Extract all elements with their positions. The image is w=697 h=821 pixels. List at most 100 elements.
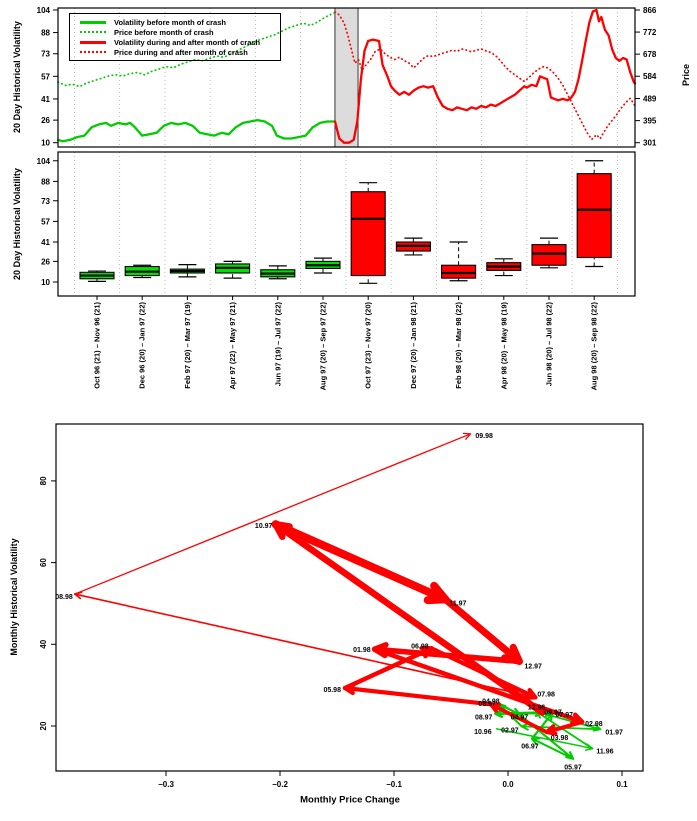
bottom-x-tick-label: 0.0 bbox=[502, 780, 514, 789]
month-point-label: 06.97 bbox=[521, 744, 539, 751]
top-right-tick-label: 866 bbox=[643, 6, 657, 15]
arrow-segment bbox=[494, 711, 544, 715]
top-right-tick-label: 489 bbox=[643, 95, 657, 104]
month-point-label: 03.98 bbox=[551, 735, 569, 742]
month-point-label: 12.96 bbox=[528, 705, 546, 712]
month-point-label: 03.97 bbox=[478, 701, 496, 708]
arrow-segment bbox=[544, 719, 585, 735]
middle-tick-label: 41 bbox=[41, 238, 50, 247]
volatility-after-line bbox=[333, 8, 637, 144]
boxplot-x-label: Dec 96 (20) – Jan 97 (22) bbox=[138, 302, 147, 389]
arrow-segment bbox=[441, 595, 523, 665]
arrow-head bbox=[462, 432, 472, 440]
arrow-segment bbox=[74, 593, 537, 699]
bottom-x-tick-label: −0.1 bbox=[386, 780, 402, 789]
middle-tick-label: 10 bbox=[41, 278, 50, 287]
arrow-segment bbox=[342, 685, 494, 707]
top-right-tick-label: 678 bbox=[643, 50, 657, 59]
top-left-tick-label: 26 bbox=[41, 116, 50, 125]
legend: Volatility before month of crash Price b… bbox=[69, 13, 281, 61]
top-right-tick-label: 395 bbox=[643, 117, 657, 126]
month-point-label: 11.96 bbox=[596, 748, 613, 755]
bottom-x-tick-label: 0.1 bbox=[616, 780, 628, 789]
arrow-segment bbox=[429, 646, 538, 700]
bottom-x-axis-title: Monthly Price Change bbox=[300, 794, 400, 806]
boxplot-x-label: Feb 98 (20) – Mar 98 (22) bbox=[454, 302, 463, 389]
month-point-label: 02.98 bbox=[585, 721, 603, 728]
month-point-label: 05.97 bbox=[564, 765, 582, 772]
bottom-y-tick-label: 60 bbox=[39, 558, 48, 567]
price-after-swatch bbox=[80, 51, 106, 53]
month-point-label: 09.97 bbox=[544, 710, 562, 717]
legend-item: Price during and after month of crash bbox=[80, 47, 280, 57]
month-point-label: 01.97 bbox=[605, 729, 623, 736]
top-right-axis-title: Price bbox=[681, 63, 691, 87]
middle-panel-border bbox=[57, 151, 636, 297]
month-point-label: 08.98 bbox=[55, 594, 73, 601]
middle-tick-label: 26 bbox=[41, 257, 50, 266]
box bbox=[441, 264, 477, 279]
arrow-segment bbox=[342, 646, 434, 691]
middle-tick-label: 57 bbox=[41, 217, 50, 226]
month-point-label: 10.96 bbox=[474, 729, 492, 736]
arrow-segment bbox=[372, 646, 585, 725]
month-point-label: 08.97 bbox=[475, 715, 493, 722]
boxplot-x-label: Apr 97 (22) – May 97 (21) bbox=[228, 302, 237, 390]
month-point-label: 05.98 bbox=[323, 687, 341, 694]
month-point-label: 01.98 bbox=[353, 647, 371, 654]
legend-label: Price during and after month of crash bbox=[114, 47, 248, 57]
boxplot-x-label: Aug 98 (20) – Sep 98 (22) bbox=[590, 302, 599, 391]
top-left-axis-title: 20 Day Historical Volatility bbox=[12, 21, 22, 133]
legend-item: Volatility before month of crash bbox=[80, 17, 280, 27]
boxplot-x-label: Dec 97 (20) – Jan 98 (21) bbox=[409, 302, 418, 389]
arrow-segment bbox=[271, 520, 450, 604]
legend-item: Volatility during and after month of cra… bbox=[80, 37, 280, 47]
month-point-label: 02.97 bbox=[501, 727, 519, 734]
bottom-y-tick-label: 80 bbox=[39, 476, 48, 485]
price-after-line bbox=[334, 11, 636, 141]
arrow-segment bbox=[495, 728, 594, 750]
volatility-before-swatch bbox=[80, 20, 106, 24]
legend-label: Volatility before month of crash bbox=[114, 17, 226, 27]
month-point-label: 04.98 bbox=[482, 698, 500, 705]
top-left-tick-label: 73 bbox=[41, 50, 50, 59]
arrow-segment bbox=[530, 737, 575, 760]
price-before-swatch bbox=[80, 31, 106, 33]
legend-label: Volatility during and after month of cra… bbox=[114, 37, 261, 47]
top-right-tick-label: 301 bbox=[643, 139, 657, 148]
top-left-tick-label: 104 bbox=[37, 6, 51, 15]
top-left-tick-label: 41 bbox=[41, 95, 50, 104]
top-right-tick-label: 584 bbox=[643, 72, 657, 81]
bottom-y-tick-label: 20 bbox=[39, 721, 48, 730]
legend-item: Price before month of crash bbox=[80, 27, 280, 37]
crash-month-band bbox=[334, 8, 359, 147]
box bbox=[531, 244, 567, 266]
legend-label: Price before month of crash bbox=[114, 27, 214, 37]
boxplot-x-label: Oct 97 (23) – Nov 97 (20) bbox=[364, 302, 373, 389]
bottom-panel-border bbox=[55, 423, 644, 772]
bottom-y-tick-label: 40 bbox=[39, 639, 48, 648]
boxplot-x-label: Aug 97 (20) – Sep 97 (22) bbox=[319, 302, 328, 391]
arrow-segment bbox=[489, 702, 549, 735]
middle-tick-label: 104 bbox=[37, 157, 51, 166]
top-left-tick-label: 88 bbox=[41, 29, 50, 38]
arrow-segment bbox=[74, 433, 472, 595]
top-left-tick-label: 10 bbox=[41, 139, 50, 148]
bottom-x-tick-label: −0.3 bbox=[158, 780, 174, 789]
month-point-label: 12.97 bbox=[524, 663, 542, 670]
arrow-segment bbox=[535, 710, 594, 750]
boxplot-x-label: Jun 98 (20) – Jul 98 (22) bbox=[545, 301, 554, 386]
middle-tick-label: 73 bbox=[41, 197, 50, 206]
box bbox=[576, 173, 612, 259]
middle-tick-label: 88 bbox=[41, 177, 50, 186]
boxplot-x-label: Apr 98 (20) – May 98 (19) bbox=[499, 302, 508, 390]
month-point-label: 10.97 bbox=[255, 523, 273, 530]
arrow-segment bbox=[530, 711, 554, 740]
bottom-y-axis-title: Monthly Historical Volatility bbox=[9, 538, 19, 656]
top-left-tick-label: 57 bbox=[41, 72, 50, 81]
boxplot-x-label: Feb 97 (20) – Mar 97 (19) bbox=[183, 302, 192, 389]
boxplot-x-label: Jun 97 (19) – Jul 97 (22) bbox=[273, 301, 282, 386]
month-point-label: 06.98 bbox=[411, 643, 429, 650]
